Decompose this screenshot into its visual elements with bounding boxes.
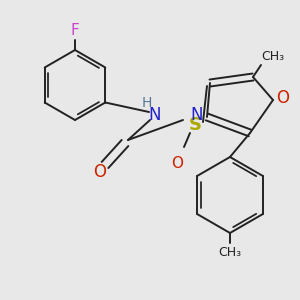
Text: H: H [142, 96, 152, 110]
Text: O: O [94, 163, 106, 181]
Text: O: O [171, 155, 183, 170]
Text: N: N [149, 106, 161, 124]
Text: CH₃: CH₃ [261, 50, 284, 63]
Text: F: F [70, 23, 80, 38]
Text: N: N [191, 106, 203, 124]
Text: CH₃: CH₃ [218, 246, 242, 259]
Text: O: O [277, 89, 290, 107]
Text: S: S [188, 116, 202, 134]
